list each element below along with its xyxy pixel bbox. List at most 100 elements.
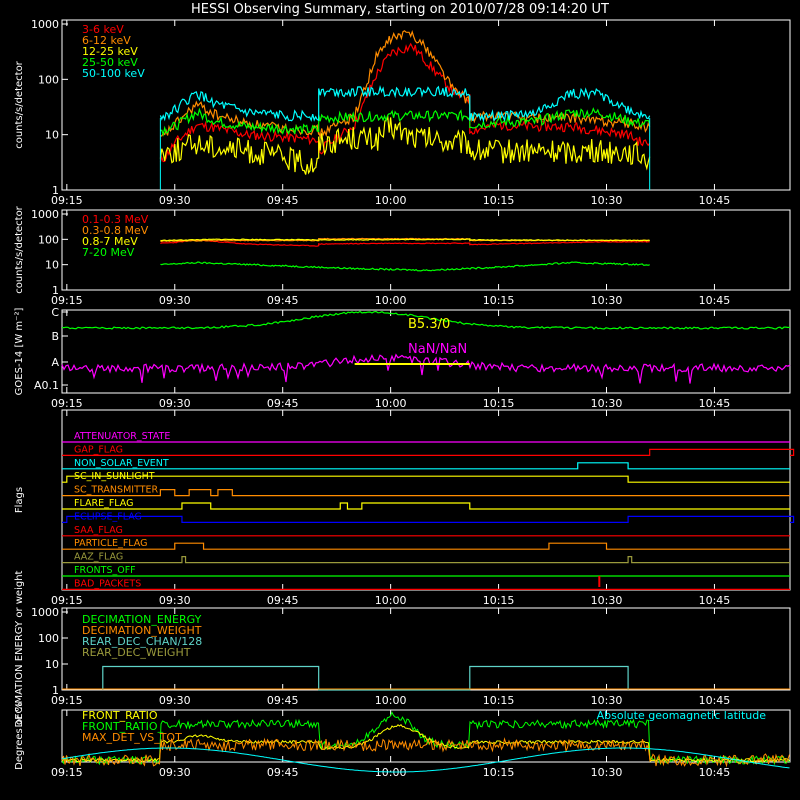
legend-entry: 0.1-0.3 MeV	[82, 213, 149, 226]
y-tick-label: 1000	[31, 606, 59, 619]
flag-label: FLARE_FLAG	[74, 498, 134, 509]
y-tick-label: 1	[52, 184, 59, 197]
y-tick-label: 100	[38, 73, 59, 86]
x-tick-label: 10:30	[591, 194, 623, 207]
flag-label: SC_TRANSMITTER	[74, 485, 159, 496]
x-tick-label: 10:15	[483, 294, 515, 307]
x-tick-label: 10:45	[699, 194, 731, 207]
flag-line	[62, 555, 790, 564]
x-tick-label: 09:15	[51, 397, 83, 410]
gamma-series-line	[160, 261, 650, 272]
xray-series-line	[159, 42, 651, 163]
x-tick-label: 09:30	[159, 194, 191, 207]
goes-annotation: B5.3/0	[408, 317, 450, 332]
panel-0-frame	[61, 19, 791, 191]
y-tick-label: 1	[52, 684, 59, 697]
x-tick-label: 10:15	[483, 194, 515, 207]
legend-entry: 3-6 keV	[82, 23, 124, 36]
legend-entry: 25-50 keV	[82, 56, 138, 69]
x-tick-label: 10:45	[699, 694, 731, 707]
legend-entry: FRONT_RATIO_	[82, 720, 164, 733]
front-ratio-yellow-line	[61, 723, 790, 763]
x-tick-label: 10:15	[483, 766, 515, 779]
x-tick-label: 09:15	[51, 194, 83, 207]
max-det-line	[61, 737, 790, 768]
flag-line	[62, 542, 790, 550]
y-tick-label: 10	[45, 259, 59, 272]
y-tick-label: 100	[38, 632, 59, 645]
x-tick-label: 10:30	[591, 294, 623, 307]
y-tick-label: 1000	[31, 208, 59, 221]
flag-label: BAD_PACKETS	[74, 578, 141, 589]
goes-short-channel-line	[61, 353, 791, 384]
x-tick-label: 10:00	[375, 294, 407, 307]
flag-line	[62, 489, 790, 497]
x-tick-label: 10:00	[375, 694, 407, 707]
gamma-series-line	[160, 238, 650, 242]
flag-line	[62, 462, 790, 470]
x-tick-label: 09:15	[51, 766, 83, 779]
x-tick-label: 09:45	[267, 194, 299, 207]
y-tick-label: 100	[38, 233, 59, 246]
flag-label: AAZ_FLAG	[74, 552, 123, 563]
x-tick-label: 10:30	[591, 397, 623, 410]
legend-entry: 50-100 keV	[82, 67, 145, 80]
flag-label: SAA_FLAG	[74, 525, 123, 536]
rear-dec-chan-line	[102, 665, 629, 691]
y-axis-label: Flags	[14, 487, 25, 513]
y-tick-label: 10	[45, 129, 59, 142]
y-tick-label: A0.1	[34, 379, 59, 392]
x-tick-label: 10:30	[591, 594, 623, 607]
panel-2-frame	[61, 309, 791, 394]
legend-entry: DECIMATION_ENERGY	[82, 613, 202, 626]
flag-line	[62, 475, 790, 483]
panel-5-frame	[61, 709, 791, 763]
xray-series-line	[160, 107, 651, 137]
front-ratio-line	[61, 711, 790, 766]
legend-entry: DECIMATION_WEIGHT	[82, 624, 202, 637]
x-tick-label: 10:45	[699, 594, 731, 607]
x-tick-label: 09:45	[267, 397, 299, 410]
y-tick-label: 10	[45, 658, 59, 671]
x-tick-label: 09:15	[51, 694, 83, 707]
legend-entry: REAR_DEC_WEIGHT	[82, 646, 191, 659]
xray-series-line	[159, 85, 651, 123]
x-tick-label: 09:30	[159, 294, 191, 307]
y-axis-label: counts/s/detector	[14, 205, 25, 293]
x-tick-label: 10:30	[591, 766, 623, 779]
y-axis-label: counts/s/detector	[14, 60, 25, 148]
x-tick-label: 10:00	[375, 397, 407, 410]
x-tick-label: 09:45	[267, 294, 299, 307]
x-tick-label: 09:30	[159, 766, 191, 779]
flag-label: FRONTS_OFF	[74, 565, 136, 576]
x-tick-label: 10:15	[483, 594, 515, 607]
x-tick-label: 09:30	[159, 397, 191, 410]
panel-1-frame	[61, 209, 791, 291]
flag-label: PARTICLE_FLAG	[74, 538, 147, 549]
y-axis-label: DECIMATION ENERGY or weight	[14, 570, 25, 727]
y-tick-label: 1000	[31, 18, 59, 31]
flag-label: ATTENUATOR_STATE	[74, 431, 170, 442]
y-tick-label: C	[51, 306, 59, 319]
flag-line	[62, 502, 790, 510]
xray-series-line	[160, 29, 651, 139]
x-tick-label: 10:00	[375, 194, 407, 207]
x-tick-label: 09:30	[159, 594, 191, 607]
y-tick-label: 1	[52, 284, 59, 297]
x-tick-label: 10:15	[483, 397, 515, 410]
y-tick-label: B	[51, 330, 59, 343]
x-tick-label: 10:30	[591, 694, 623, 707]
geomagnetic-latitude-line	[61, 747, 790, 773]
goes-annotation: NaN/NaN	[408, 342, 467, 357]
x-tick-label: 09:15	[51, 294, 83, 307]
flag-label: GAP_FLAG	[74, 444, 123, 455]
flag-label: NON_SOLAR_EVENT	[74, 458, 169, 469]
flag-line	[62, 515, 795, 524]
x-tick-label: 10:45	[699, 397, 731, 410]
y-tick-label: A	[51, 356, 59, 369]
x-tick-label: 10:00	[375, 594, 407, 607]
x-tick-label: 10:45	[699, 294, 731, 307]
legend-entry: 12-25 keV	[82, 45, 138, 58]
goes-long-channel-line	[62, 310, 791, 330]
